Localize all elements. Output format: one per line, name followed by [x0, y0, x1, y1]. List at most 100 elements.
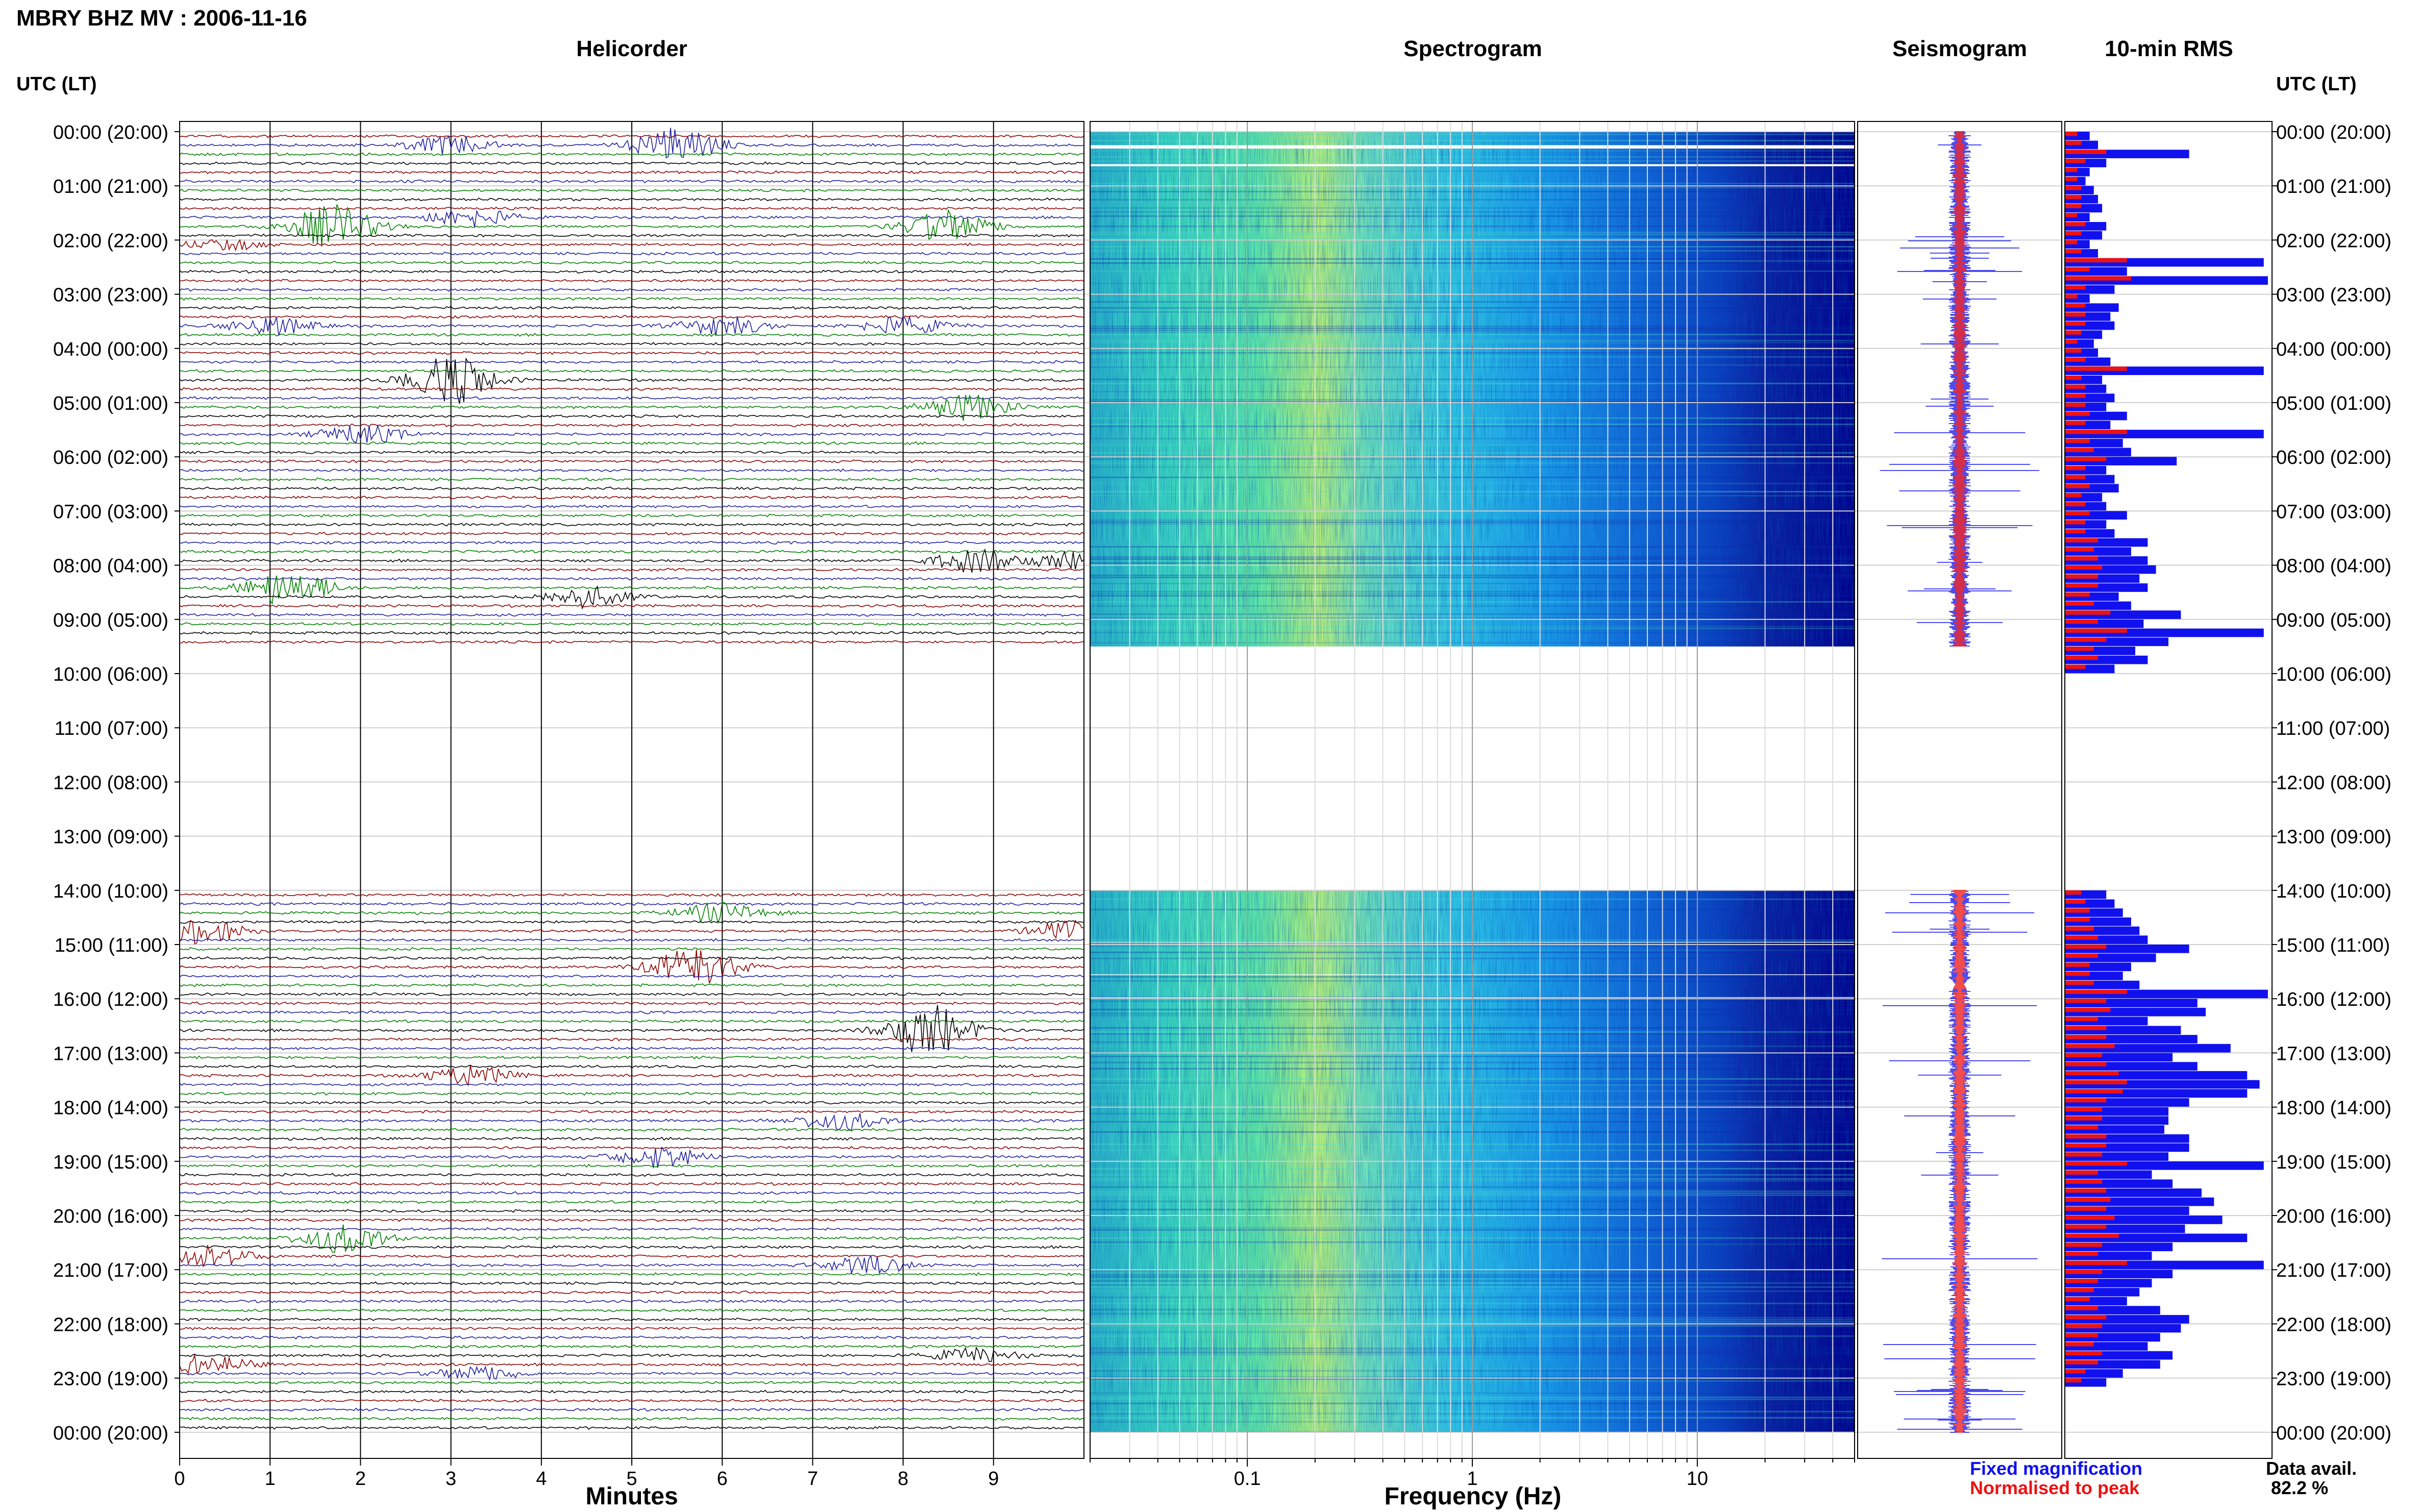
helicorder-trace	[179, 1218, 1084, 1222]
utc-label-left: UTC (LT)	[16, 73, 97, 95]
helicorder-trace	[179, 315, 1084, 336]
helicorder-trace	[179, 550, 1084, 554]
time-label-right: 00:00 (20:00)	[2276, 122, 2391, 143]
time-label-left: 00:00 (20:00)	[53, 122, 168, 143]
helicorder-trace	[179, 314, 1084, 319]
rms-bar-normalised	[2065, 357, 2086, 362]
helicorder-trace	[179, 279, 1084, 283]
rms-bar-normalised	[2065, 1270, 2103, 1274]
helicorder-trace	[179, 424, 1084, 443]
rms-bar-normalised	[2065, 403, 2086, 407]
rms-bar-normalised	[2065, 538, 2098, 543]
rms-bar-normalised	[2065, 1233, 2119, 1238]
data-avail-value: 82.2 %	[2271, 1477, 2328, 1498]
helicorder-trace	[179, 1281, 1084, 1285]
helicorder-trace	[179, 1019, 1084, 1024]
time-label-left: 06:00 (02:00)	[53, 447, 168, 468]
helicorder-trace	[179, 1346, 1084, 1362]
helicorder-trace	[179, 949, 1084, 984]
time-label-left: 15:00 (11:00)	[55, 935, 168, 956]
helicorder-trace	[179, 252, 1084, 256]
helicorder-trace	[179, 414, 1084, 418]
helicorder-trace	[179, 1272, 1084, 1276]
rms-bar-normalised	[2065, 1044, 2115, 1049]
rms-bar-normalised	[2065, 1324, 2103, 1328]
helicorder-trace	[179, 1290, 1084, 1295]
helicorder-trace	[179, 333, 1084, 337]
time-label-left: 21:00 (17:00)	[53, 1260, 168, 1281]
minute-tick-label: 6	[717, 1468, 728, 1490]
helicorder-trace	[179, 513, 1084, 518]
time-label-left: 05:00 (01:00)	[53, 393, 168, 414]
time-label-right: 13:00 (09:00)	[2276, 827, 2391, 848]
helicorder-trace	[179, 1366, 1084, 1381]
helicorder-trace	[179, 631, 1084, 635]
rms-bar-normalised	[2065, 1297, 2090, 1301]
helicorder-trace	[179, 342, 1084, 346]
seismogram-normalised-trace	[1953, 131, 1967, 647]
helicorder-trace	[179, 260, 1084, 265]
rms-bar-normalised	[2065, 140, 2082, 145]
helicorder-trace	[179, 1001, 1084, 1005]
time-label-left: 03:00 (23:00)	[53, 285, 168, 306]
frequency-axis-label: Frequency (Hz)	[1385, 1483, 1562, 1510]
helicorder-trace	[179, 1308, 1084, 1312]
helicorder-trace	[179, 956, 1084, 960]
rms-bar-normalised	[2065, 1152, 2103, 1157]
helicorder-trace	[179, 1209, 1084, 1213]
helicorder-trace	[179, 920, 1084, 945]
rms-bar-normalised	[2065, 1224, 2107, 1229]
helicorder-trace	[179, 161, 1084, 165]
rms-title: 10-min RMS	[2105, 36, 2233, 61]
rms-bar-normalised	[2065, 989, 2127, 994]
helicorder-trace	[179, 1037, 1084, 1042]
helicorder-trace	[179, 1146, 1084, 1169]
rms-bar-normalised	[2065, 150, 2107, 154]
helicorder-trace	[179, 504, 1084, 509]
helicorder-trace	[179, 1335, 1084, 1340]
rms-bar-normalised	[2065, 1080, 2127, 1084]
time-label-right: 03:00 (23:00)	[2276, 285, 2391, 306]
rms-bar-normalised	[2065, 926, 2094, 931]
rms-bar-normalised	[2065, 1107, 2103, 1112]
figure-title: MBRY BHZ MV : 2006-11-16	[16, 6, 307, 31]
rms-bar-normalised	[2065, 1315, 2107, 1320]
helicorder-trace	[179, 369, 1084, 373]
rms-bar-normalised	[2065, 1243, 2103, 1247]
minute-tick-label: 5	[626, 1468, 637, 1490]
helicorder-trace	[179, 459, 1084, 463]
helicorder-trace	[179, 613, 1084, 617]
minute-tick-label: 7	[807, 1468, 818, 1490]
time-label-right: 18:00 (14:00)	[2276, 1098, 2391, 1119]
rms-bar-normalised	[2065, 1143, 2107, 1148]
rms-bar-normalised	[2065, 935, 2098, 940]
time-label-left: 22:00 (18:00)	[53, 1314, 168, 1335]
rms-bar-normalised	[2065, 890, 2082, 895]
rms-bar-normalised	[2065, 601, 2094, 606]
helicorder-trace	[179, 306, 1084, 310]
helicorder-trace	[179, 1092, 1084, 1096]
rms-bar-normalised	[2065, 520, 2086, 525]
time-label-right: 23:00 (19:00)	[2276, 1369, 2391, 1390]
rms-bar-normalised	[2065, 502, 2086, 507]
helicorder-trace	[179, 1127, 1084, 1132]
helicorder-trace	[179, 1355, 1084, 1375]
rms-bar-normalised	[2065, 1026, 2107, 1030]
time-label-right: 17:00 (13:00)	[2276, 1043, 2391, 1064]
helicorder-trace	[179, 188, 1084, 193]
rms-bar-normalised	[2065, 565, 2103, 570]
helicorder-trace	[179, 575, 1084, 605]
helicorder-trace	[179, 1255, 1084, 1275]
rms-bar-normalised	[2065, 574, 2098, 579]
rms-bar-normalised	[2065, 438, 2090, 443]
helicorder-trace	[179, 357, 1084, 404]
minute-tick-label: 8	[898, 1468, 908, 1490]
helicorder-trace	[179, 206, 1084, 211]
rms-bar-normalised	[2065, 411, 2090, 416]
minute-tick-label: 3	[446, 1468, 456, 1490]
time-label-left: 09:00 (05:00)	[53, 610, 168, 631]
time-label-right: 05:00 (01:00)	[2276, 393, 2391, 414]
time-label-right: 19:00 (15:00)	[2276, 1152, 2391, 1173]
time-label-right: 22:00 (18:00)	[2276, 1314, 2391, 1335]
